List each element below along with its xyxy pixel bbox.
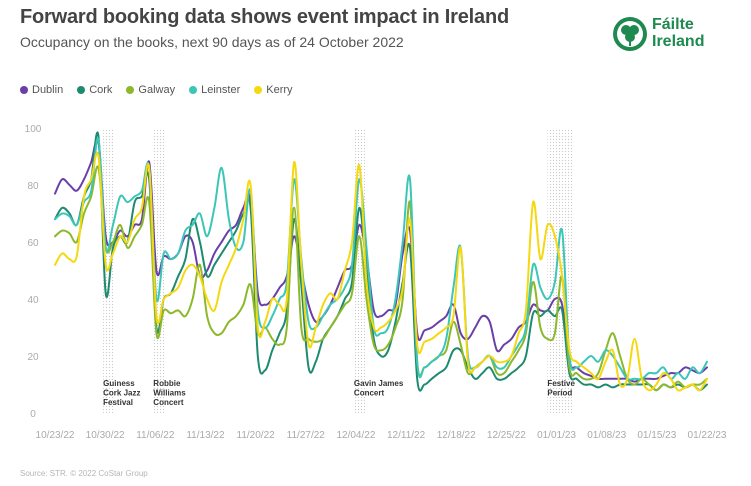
x-tick-label: 11/20/22: [237, 430, 276, 441]
legend-item-leinster: Leinster: [189, 84, 240, 96]
y-tick-label: 100: [25, 124, 42, 135]
x-tick-label: 12/25/22: [487, 430, 526, 441]
source-note: Source: STR. © 2022 CoStar Group: [20, 469, 148, 478]
series-line-leinster: [54, 137, 708, 381]
x-tick-label: 10/23/22: [36, 430, 75, 441]
logo-text: Fáilte Ireland: [652, 16, 704, 50]
logo-line1: Fáilte: [652, 16, 694, 33]
event-label-3-0: Festive: [547, 379, 575, 388]
event-label-2-0: Gavin James: [354, 379, 404, 388]
chart-legend: Dublin Cork Galway Leinster Kerry: [20, 84, 293, 96]
x-tick-label: 11/06/22: [136, 430, 175, 441]
y-tick-label: 0: [30, 409, 36, 420]
legend-label: Galway: [138, 84, 176, 96]
event-label-0-1: Cork Jazz: [103, 389, 140, 398]
legend-item-galway: Galway: [126, 84, 175, 96]
x-tick-label: 10/30/22: [86, 430, 125, 441]
legend-label: Dublin: [32, 84, 64, 96]
legend-dot: [20, 86, 28, 94]
legend-item-kerry: Kerry: [254, 84, 293, 96]
legend-dot: [77, 86, 86, 94]
legend-label: Cork: [89, 84, 113, 96]
legend-label: Leinster: [201, 84, 241, 96]
x-tick-label: 01/08/23: [587, 430, 626, 441]
legend-dot: [254, 86, 263, 94]
failte-ireland-logo: Fáilte Ireland: [612, 14, 722, 56]
x-tick-label: 01/22/23: [688, 430, 727, 441]
y-tick-label: 40: [27, 295, 39, 306]
x-tick-label: 11/27/22: [287, 430, 326, 441]
y-tick-label: 80: [27, 181, 39, 192]
x-tick-label: 12/11/22: [387, 430, 426, 441]
event-label-1-0: Robbie: [153, 379, 181, 388]
chart-subtitle: Occupancy on the books, next 90 days as …: [20, 34, 404, 50]
legend-dot: [189, 86, 198, 94]
x-tick-label: 12/18/22: [437, 430, 476, 441]
legend-item-cork: Cork: [77, 84, 112, 96]
event-label-1-2: Concert: [153, 398, 184, 407]
event-band-2: [353, 128, 366, 413]
event-label-0-2: Festival: [103, 398, 133, 407]
event-label-1-1: Williams: [153, 389, 186, 398]
event-label-3-1: Period: [547, 389, 572, 398]
legend-item-dublin: Dublin: [20, 84, 63, 96]
x-tick-label: 01/01/23: [537, 430, 576, 441]
y-tick-label: 60: [27, 238, 39, 249]
chart-title: Forward booking data shows event impact …: [20, 6, 509, 28]
legend-label: Kerry: [266, 84, 293, 96]
series-line-kerry: [54, 152, 708, 392]
shamrock-icon: [613, 17, 647, 51]
x-tick-label: 11/13/22: [186, 430, 225, 441]
event-label-0-0: Guiness: [103, 379, 135, 388]
x-tick-label: 01/15/23: [637, 430, 676, 441]
x-tick-label: 12/04/22: [336, 430, 375, 441]
event-label-2-1: Concert: [354, 389, 385, 398]
legend-dot: [126, 86, 135, 94]
logo-line2: Ireland: [652, 33, 705, 50]
y-tick-label: 20: [27, 352, 39, 363]
